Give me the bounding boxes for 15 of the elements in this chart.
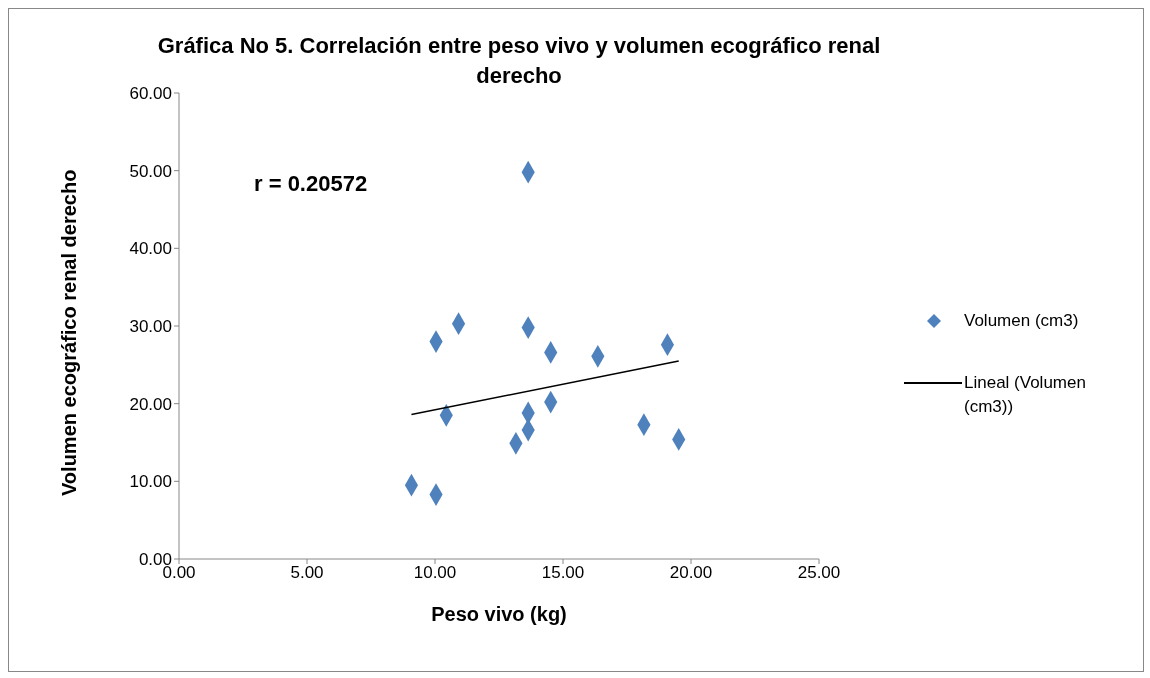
x-axis-title: Peso vivo (kg) [431, 603, 567, 625]
legend-label: Volumen (cm3) [964, 310, 1080, 332]
x-tick-label: 20.00 [669, 563, 713, 583]
y-tick-label: 50.00 [129, 161, 172, 181]
x-tick-label: 5.00 [290, 563, 324, 583]
y-axis-title: Volumen ecográfico renal derecho [58, 169, 81, 496]
x-tick-label: 15.00 [541, 563, 585, 583]
y-tick-label: 30.00 [129, 317, 172, 337]
y-tick-label: 40.00 [129, 239, 172, 259]
x-tick-label: 10.00 [413, 563, 457, 583]
x-tick-label: 25.00 [797, 563, 841, 583]
legend-label: Lineal (Volumen (cm3)) [964, 372, 1087, 418]
y-tick-label: 10.00 [129, 472, 172, 492]
annotation: r = 0.20572 [254, 171, 368, 197]
y-tick-label: 20.00 [129, 394, 172, 414]
